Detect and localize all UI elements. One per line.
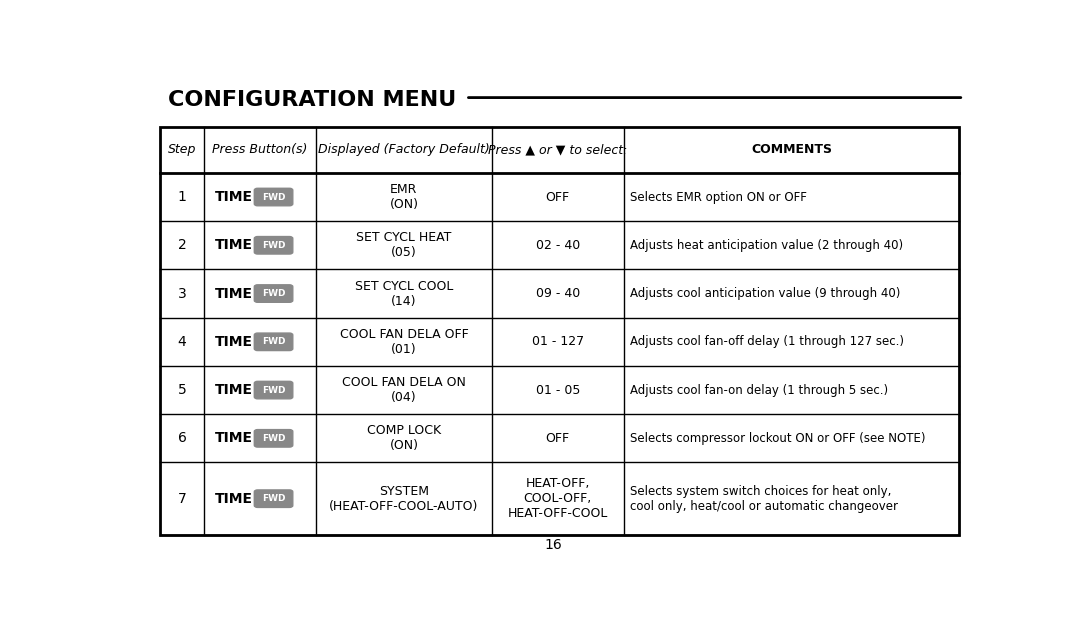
Text: FWD: FWD: [261, 241, 285, 250]
Text: TIME: TIME: [215, 432, 253, 445]
Text: Step: Step: [167, 143, 197, 156]
Text: TIME: TIME: [215, 190, 253, 204]
Text: TIME: TIME: [215, 286, 253, 300]
Text: 16: 16: [544, 538, 563, 552]
FancyBboxPatch shape: [254, 430, 293, 447]
Text: TIME: TIME: [215, 492, 253, 505]
Text: TIME: TIME: [215, 335, 253, 349]
Text: TIME: TIME: [215, 383, 253, 397]
Text: FWD: FWD: [261, 338, 285, 346]
Text: COMMENTS: COMMENTS: [751, 143, 832, 156]
Text: Press ▲ or ▼ to select:: Press ▲ or ▼ to select:: [488, 143, 627, 156]
Text: FWD: FWD: [261, 192, 285, 201]
Text: Press Button(s): Press Button(s): [213, 143, 308, 156]
Text: TIME: TIME: [215, 239, 253, 252]
Text: OFF: OFF: [545, 191, 570, 204]
Text: EMR
(ON): EMR (ON): [390, 183, 418, 211]
Text: 01 - 05: 01 - 05: [536, 384, 580, 396]
FancyBboxPatch shape: [254, 285, 293, 302]
Text: 09 - 40: 09 - 40: [536, 287, 580, 300]
Text: 4: 4: [178, 335, 187, 349]
Text: FWD: FWD: [261, 434, 285, 443]
Text: SET CYCL HEAT
(05): SET CYCL HEAT (05): [356, 232, 451, 259]
Text: 7: 7: [178, 492, 187, 505]
FancyBboxPatch shape: [254, 490, 293, 507]
Text: OFF: OFF: [545, 432, 570, 445]
Text: Selects EMR option ON or OFF: Selects EMR option ON or OFF: [631, 191, 807, 204]
Text: 6: 6: [177, 432, 187, 445]
FancyBboxPatch shape: [254, 381, 293, 399]
FancyBboxPatch shape: [254, 237, 293, 254]
Text: HEAT-OFF,
COOL-OFF,
HEAT-OFF-COOL: HEAT-OFF, COOL-OFF, HEAT-OFF-COOL: [508, 477, 608, 520]
Text: COMP LOCK
(ON): COMP LOCK (ON): [367, 424, 441, 452]
Text: 5: 5: [178, 383, 187, 397]
Text: COOL FAN DELA ON
(04): COOL FAN DELA ON (04): [342, 376, 465, 404]
Text: FWD: FWD: [261, 494, 285, 503]
Text: SYSTEM
(HEAT-OFF-COOL-AUTO): SYSTEM (HEAT-OFF-COOL-AUTO): [329, 485, 478, 512]
Text: Displayed (Factory Default): Displayed (Factory Default): [318, 143, 490, 156]
Text: 3: 3: [178, 286, 187, 300]
FancyBboxPatch shape: [254, 188, 293, 206]
Text: COOL FAN DELA OFF
(01): COOL FAN DELA OFF (01): [339, 328, 469, 356]
Text: 1: 1: [177, 190, 187, 204]
FancyBboxPatch shape: [254, 333, 293, 351]
Text: SET CYCL COOL
(14): SET CYCL COOL (14): [354, 280, 454, 307]
Text: CONFIGURATION MENU: CONFIGURATION MENU: [168, 90, 457, 110]
Text: Adjusts cool anticipation value (9 through 40): Adjusts cool anticipation value (9 throu…: [631, 287, 901, 300]
Text: Adjusts heat anticipation value (2 through 40): Adjusts heat anticipation value (2 throu…: [631, 239, 904, 252]
Text: FWD: FWD: [261, 386, 285, 394]
Text: 01 - 127: 01 - 127: [531, 335, 584, 348]
Text: Selects system switch choices for heat only,
cool only, heat/cool or automatic c: Selects system switch choices for heat o…: [631, 485, 899, 512]
Text: Adjusts cool fan-off delay (1 through 127 sec.): Adjusts cool fan-off delay (1 through 12…: [631, 335, 904, 348]
Text: Adjusts cool fan-on delay (1 through 5 sec.): Adjusts cool fan-on delay (1 through 5 s…: [631, 384, 889, 396]
Text: 2: 2: [178, 239, 187, 252]
Text: FWD: FWD: [261, 289, 285, 298]
Text: Selects compressor lockout ON or OFF (see NOTE): Selects compressor lockout ON or OFF (se…: [631, 432, 926, 445]
Text: 02 - 40: 02 - 40: [536, 239, 580, 252]
